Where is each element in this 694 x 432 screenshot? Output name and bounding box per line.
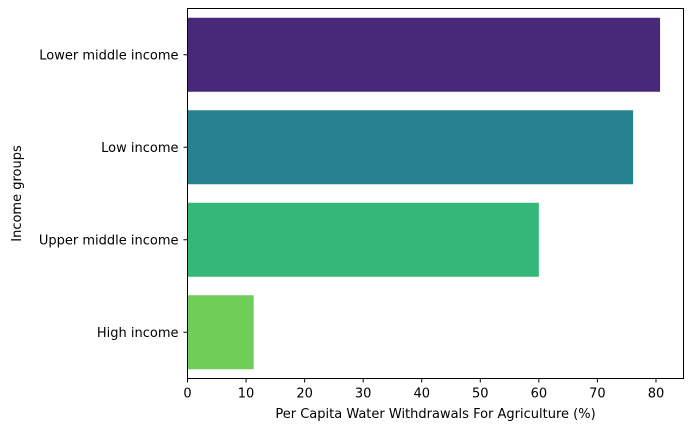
y-axis-title: Income groups [10, 145, 25, 242]
plot-frame [187, 8, 684, 379]
y-tick-label: Lower middle income [39, 48, 178, 63]
y-tick-label: Low income [101, 141, 178, 156]
bars-layer [187, 17, 661, 370]
x-tick-label: 10 [238, 387, 255, 402]
x-tick-label: 70 [589, 387, 606, 402]
bar-high-income [187, 295, 254, 370]
x-tick-label: 50 [472, 387, 489, 402]
x-axis: 0 10 20 30 40 50 60 70 80 [183, 378, 665, 402]
axes-frame [187, 8, 684, 379]
x-tick-label: 80 [648, 387, 665, 402]
x-tick-label: 60 [531, 387, 548, 402]
x-tick-label: 30 [355, 387, 372, 402]
bar-upper-middle-income [187, 202, 539, 277]
y-tick-label: Upper middle income [39, 233, 179, 248]
x-tick-label: 0 [183, 387, 191, 402]
x-axis-title: Per Capita Water Withdrawals For Agricul… [275, 407, 595, 422]
x-tick-label: 20 [296, 387, 313, 402]
y-axis: Lower middle income Low income Upper middl… [39, 48, 188, 341]
bar-low-income [187, 110, 634, 185]
x-tick-label: 40 [413, 387, 430, 402]
y-tick-label: High income [97, 326, 179, 341]
bar-lower-middle-income [187, 17, 661, 92]
